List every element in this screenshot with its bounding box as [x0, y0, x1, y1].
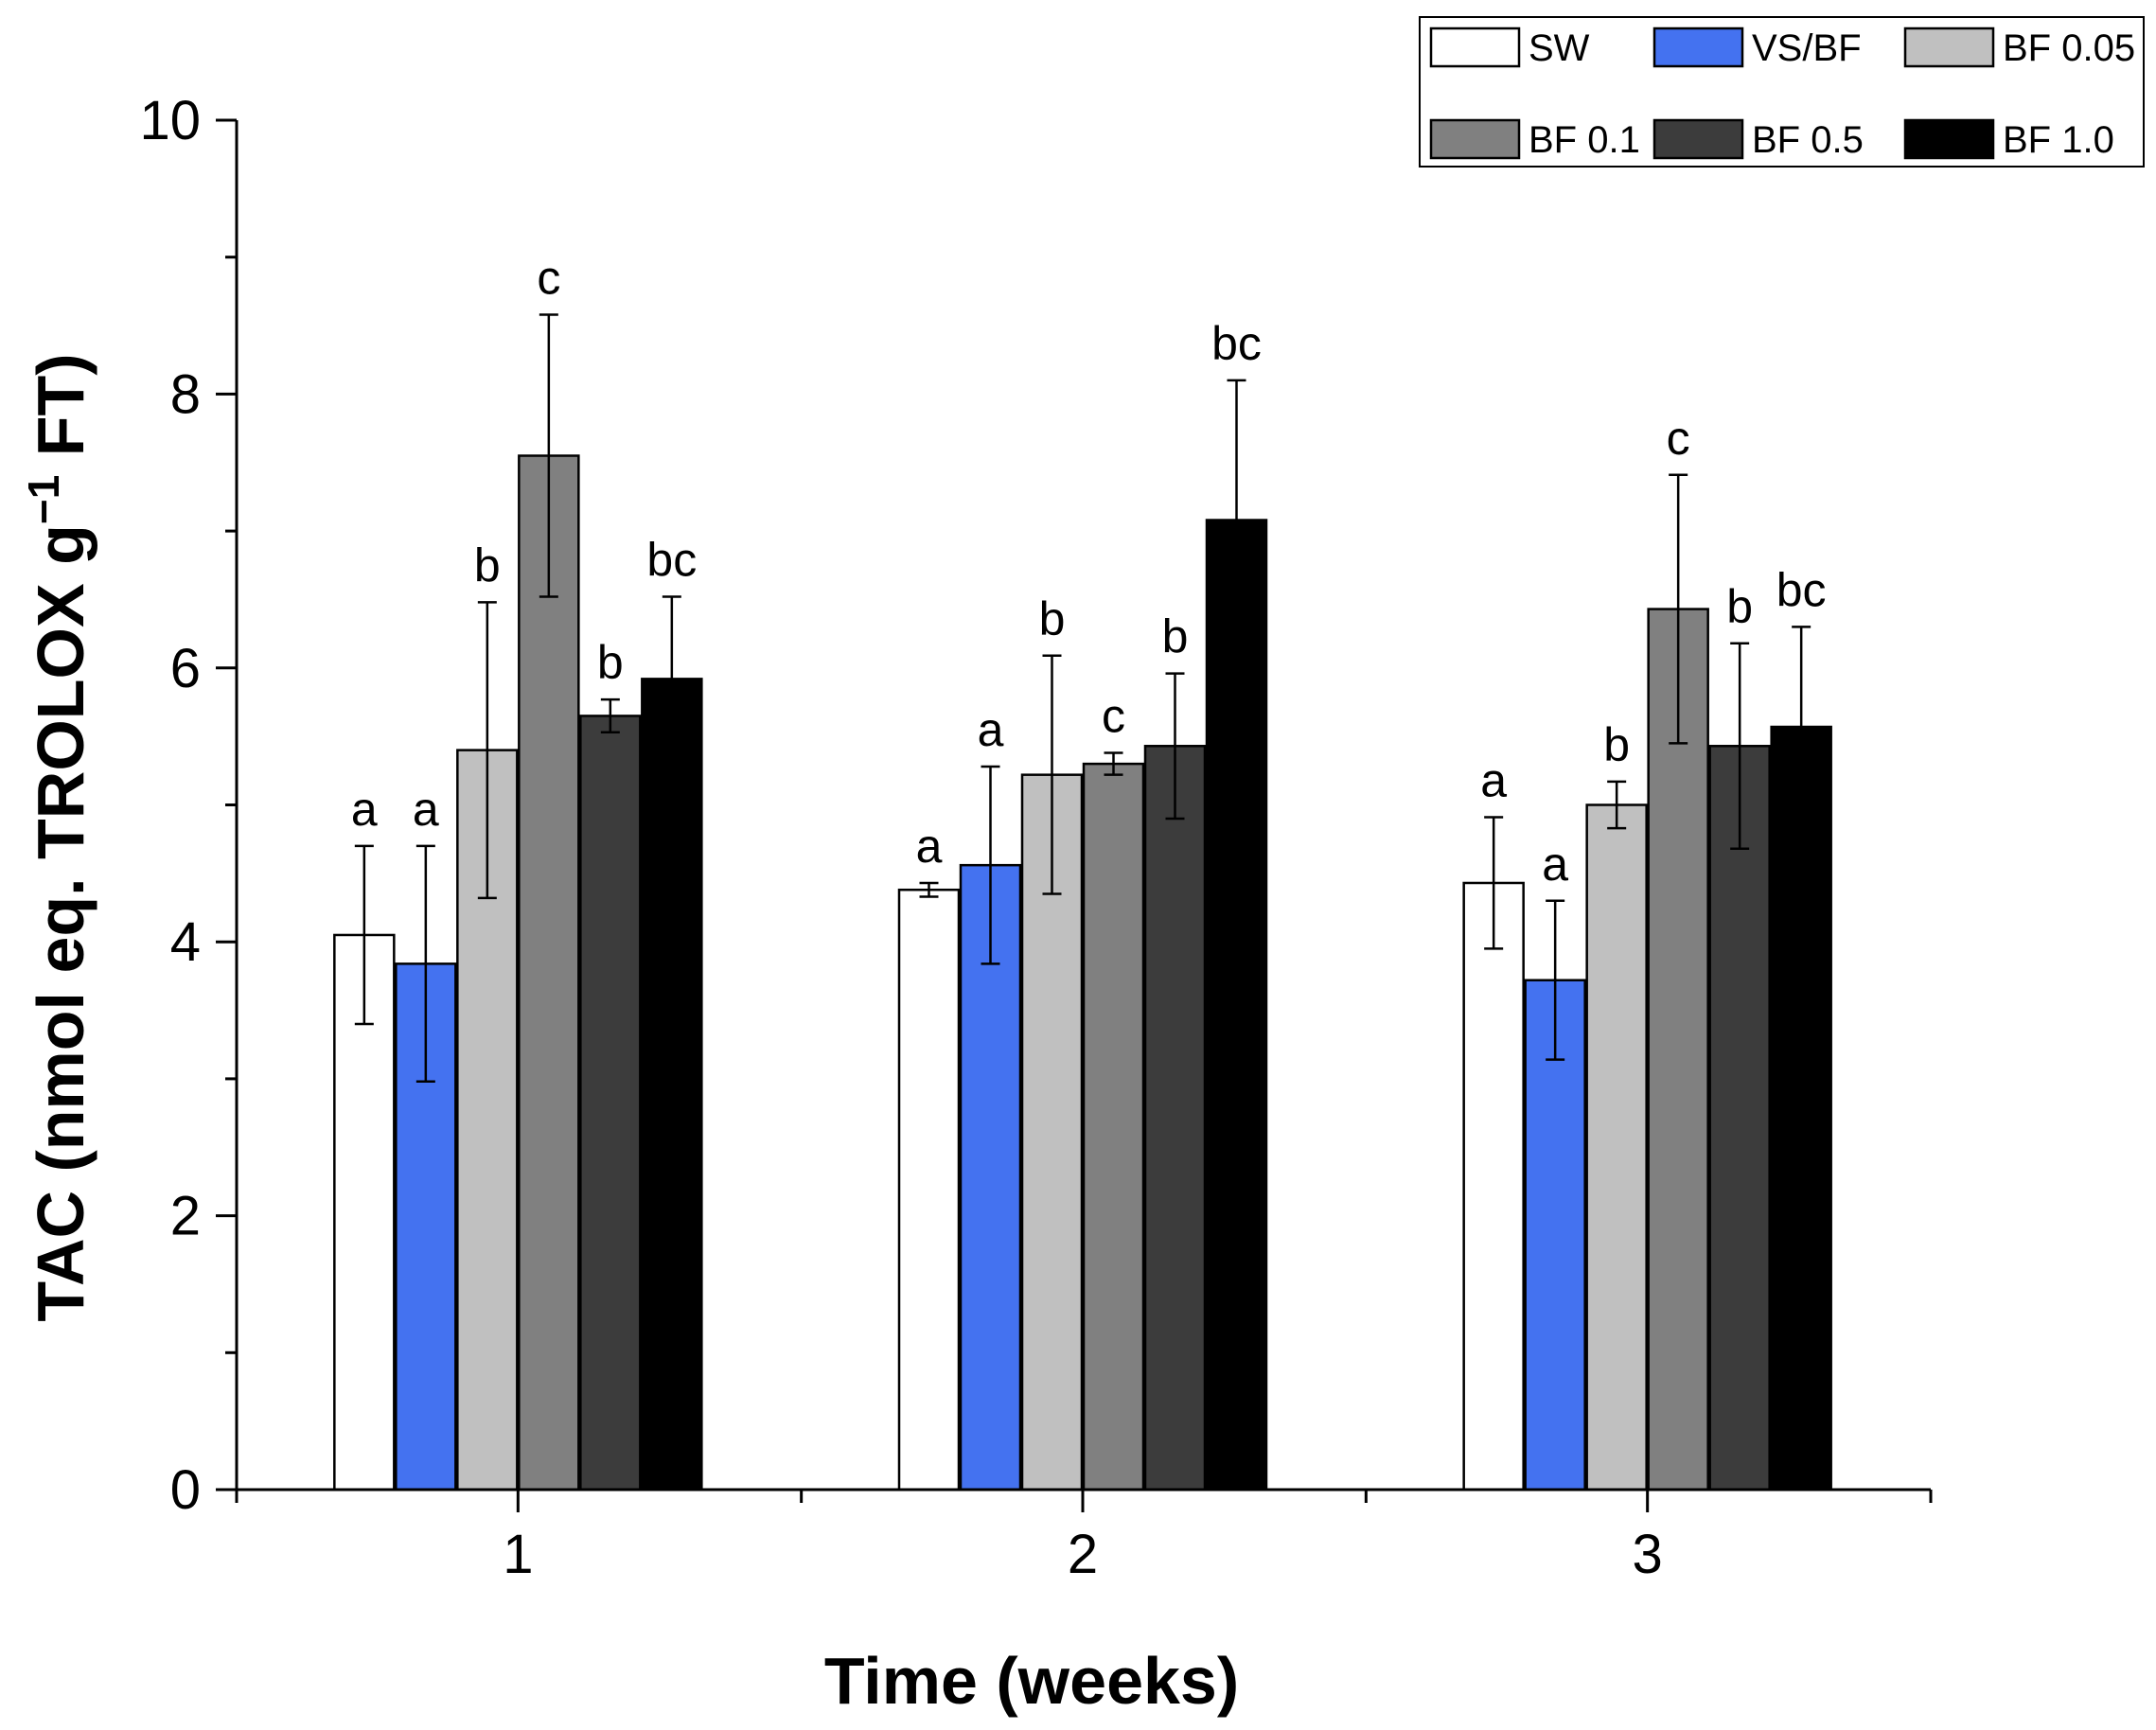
significance-letter: c [537, 251, 560, 304]
significance-letter: b [597, 636, 624, 689]
bar-bf-0-5-week-1 [579, 715, 642, 1492]
bar-bf-0-5-week-3 [1708, 745, 1771, 1492]
error-bar-sw-week-1 [354, 844, 374, 1026]
significance-letter: b [1162, 610, 1189, 663]
bar-bf-1-0-week-3 [1770, 725, 1832, 1492]
error-bar-bf-0-05-week-3 [1607, 780, 1627, 830]
y-axis-title: TAC (nmol eq. TROLOX g−1 FT) [19, 353, 97, 1321]
legend-label: BF 1.0 [2003, 119, 2114, 161]
bar-bf-0-1-week-1 [518, 454, 580, 1492]
error-bar-sw-week-2 [919, 881, 939, 898]
y-tick-label: 0 [170, 1459, 201, 1521]
legend-label: VS/BF [1752, 27, 1862, 69]
y-tick-label: 8 [170, 363, 201, 425]
legend-entry-bf-1-0: BF 1.0 [1903, 118, 2114, 161]
legend-swatch [1652, 26, 1744, 68]
significance-letter: c [1667, 412, 1690, 465]
legend: SW VS/BF BF 0.05 BF 0.1 BF 0.5 BF 1.0 [1419, 16, 2145, 168]
bar-bf-0-5-week-2 [1143, 745, 1207, 1492]
legend-box [1419, 16, 2145, 168]
significance-letter: c [1102, 690, 1125, 743]
legend-label: BF 0.5 [1752, 119, 1864, 161]
bar-sw-week-3 [1462, 881, 1525, 1492]
y-axis-title-main: TAC (nmol eq. TROLOX g [24, 524, 97, 1322]
significance-letter: a [1480, 754, 1507, 807]
legend-entry-sw: SW [1429, 26, 1590, 69]
error-bar-bf-1-0-week-3 [1792, 626, 1811, 828]
error-bar-vs-bf-week-2 [981, 765, 1000, 965]
significance-letter: a [978, 703, 1004, 756]
significance-letter: b [1039, 592, 1066, 645]
bar-vs-bf-week-2 [959, 863, 1022, 1492]
significance-letter: bc [646, 534, 697, 587]
bar-bf-1-0-week-1 [641, 678, 703, 1492]
y-axis-title-suffix: FT) [24, 353, 97, 474]
x-tick-label: 3 [1633, 1524, 1663, 1585]
error-bar-bf-0-5-week-3 [1730, 642, 1750, 851]
significance-letter: a [413, 783, 439, 836]
error-bar-bf-0-1-week-3 [1669, 473, 1688, 745]
legend-entry-vs-bf: VS/BF [1652, 26, 1862, 69]
legend-swatch [1903, 26, 1995, 68]
error-bars-layer [354, 313, 1811, 1084]
bar-bf-0-05-week-3 [1585, 803, 1648, 1492]
significance-letter: bc [1211, 317, 1262, 370]
error-bar-vs-bf-week-3 [1546, 899, 1565, 1061]
legend-swatch [1652, 118, 1744, 160]
legend-entry-bf-0-5: BF 0.5 [1652, 118, 1864, 161]
bar-bf-1-0-week-2 [1205, 519, 1268, 1492]
legend-label: BF 0.1 [1529, 119, 1640, 161]
legend-swatch [1429, 118, 1521, 160]
significance-letter: bc [1776, 563, 1827, 616]
bar-sw-week-1 [333, 933, 396, 1492]
legend-entry-bf-0-1: BF 0.1 [1429, 118, 1640, 161]
significance-letter: a [1542, 838, 1568, 891]
y-tick-label: 2 [170, 1186, 201, 1247]
x-tick-label: 2 [1068, 1524, 1098, 1585]
legend-label: SW [1529, 27, 1590, 69]
x-tick-label: 1 [503, 1524, 533, 1585]
error-bar-bf-0-05-week-1 [477, 601, 497, 900]
significance-letter: b [1726, 580, 1753, 633]
bar-bf-0-1-week-2 [1082, 762, 1145, 1492]
error-bar-vs-bf-week-1 [415, 844, 435, 1084]
y-tick-label: 4 [170, 911, 201, 973]
error-bar-sw-week-3 [1484, 816, 1504, 950]
error-bar-bf-0-5-week-1 [600, 697, 620, 734]
legend-entry-bf-0-05: BF 0.05 [1903, 26, 2135, 69]
error-bar-bf-0-1-week-1 [539, 313, 558, 598]
error-bar-bf-1-0-week-1 [662, 595, 681, 763]
error-bar-bf-0-5-week-2 [1165, 672, 1185, 821]
y-tick-label: 6 [170, 638, 201, 699]
legend-label: BF 0.05 [2003, 27, 2135, 69]
y-tick-label: 10 [139, 90, 201, 151]
legend-swatch [1903, 118, 1995, 160]
significance-letter: b [1603, 718, 1630, 771]
error-bar-bf-0-1-week-2 [1104, 751, 1123, 776]
bar-sw-week-2 [897, 888, 961, 1492]
error-bar-bf-0-05-week-2 [1042, 654, 1062, 895]
bars-layer [333, 454, 1832, 1492]
significance-letter: a [351, 783, 378, 836]
significance-letter: b [474, 538, 501, 591]
y-axis-title-superscript: −1 [19, 475, 68, 524]
x-axis-title: Time (weeks) [824, 1644, 1239, 1718]
bar-vs-bf-week-3 [1524, 979, 1586, 1492]
legend-swatch [1429, 26, 1521, 68]
significance-letter: a [916, 820, 943, 873]
error-bar-bf-1-0-week-2 [1227, 379, 1246, 662]
